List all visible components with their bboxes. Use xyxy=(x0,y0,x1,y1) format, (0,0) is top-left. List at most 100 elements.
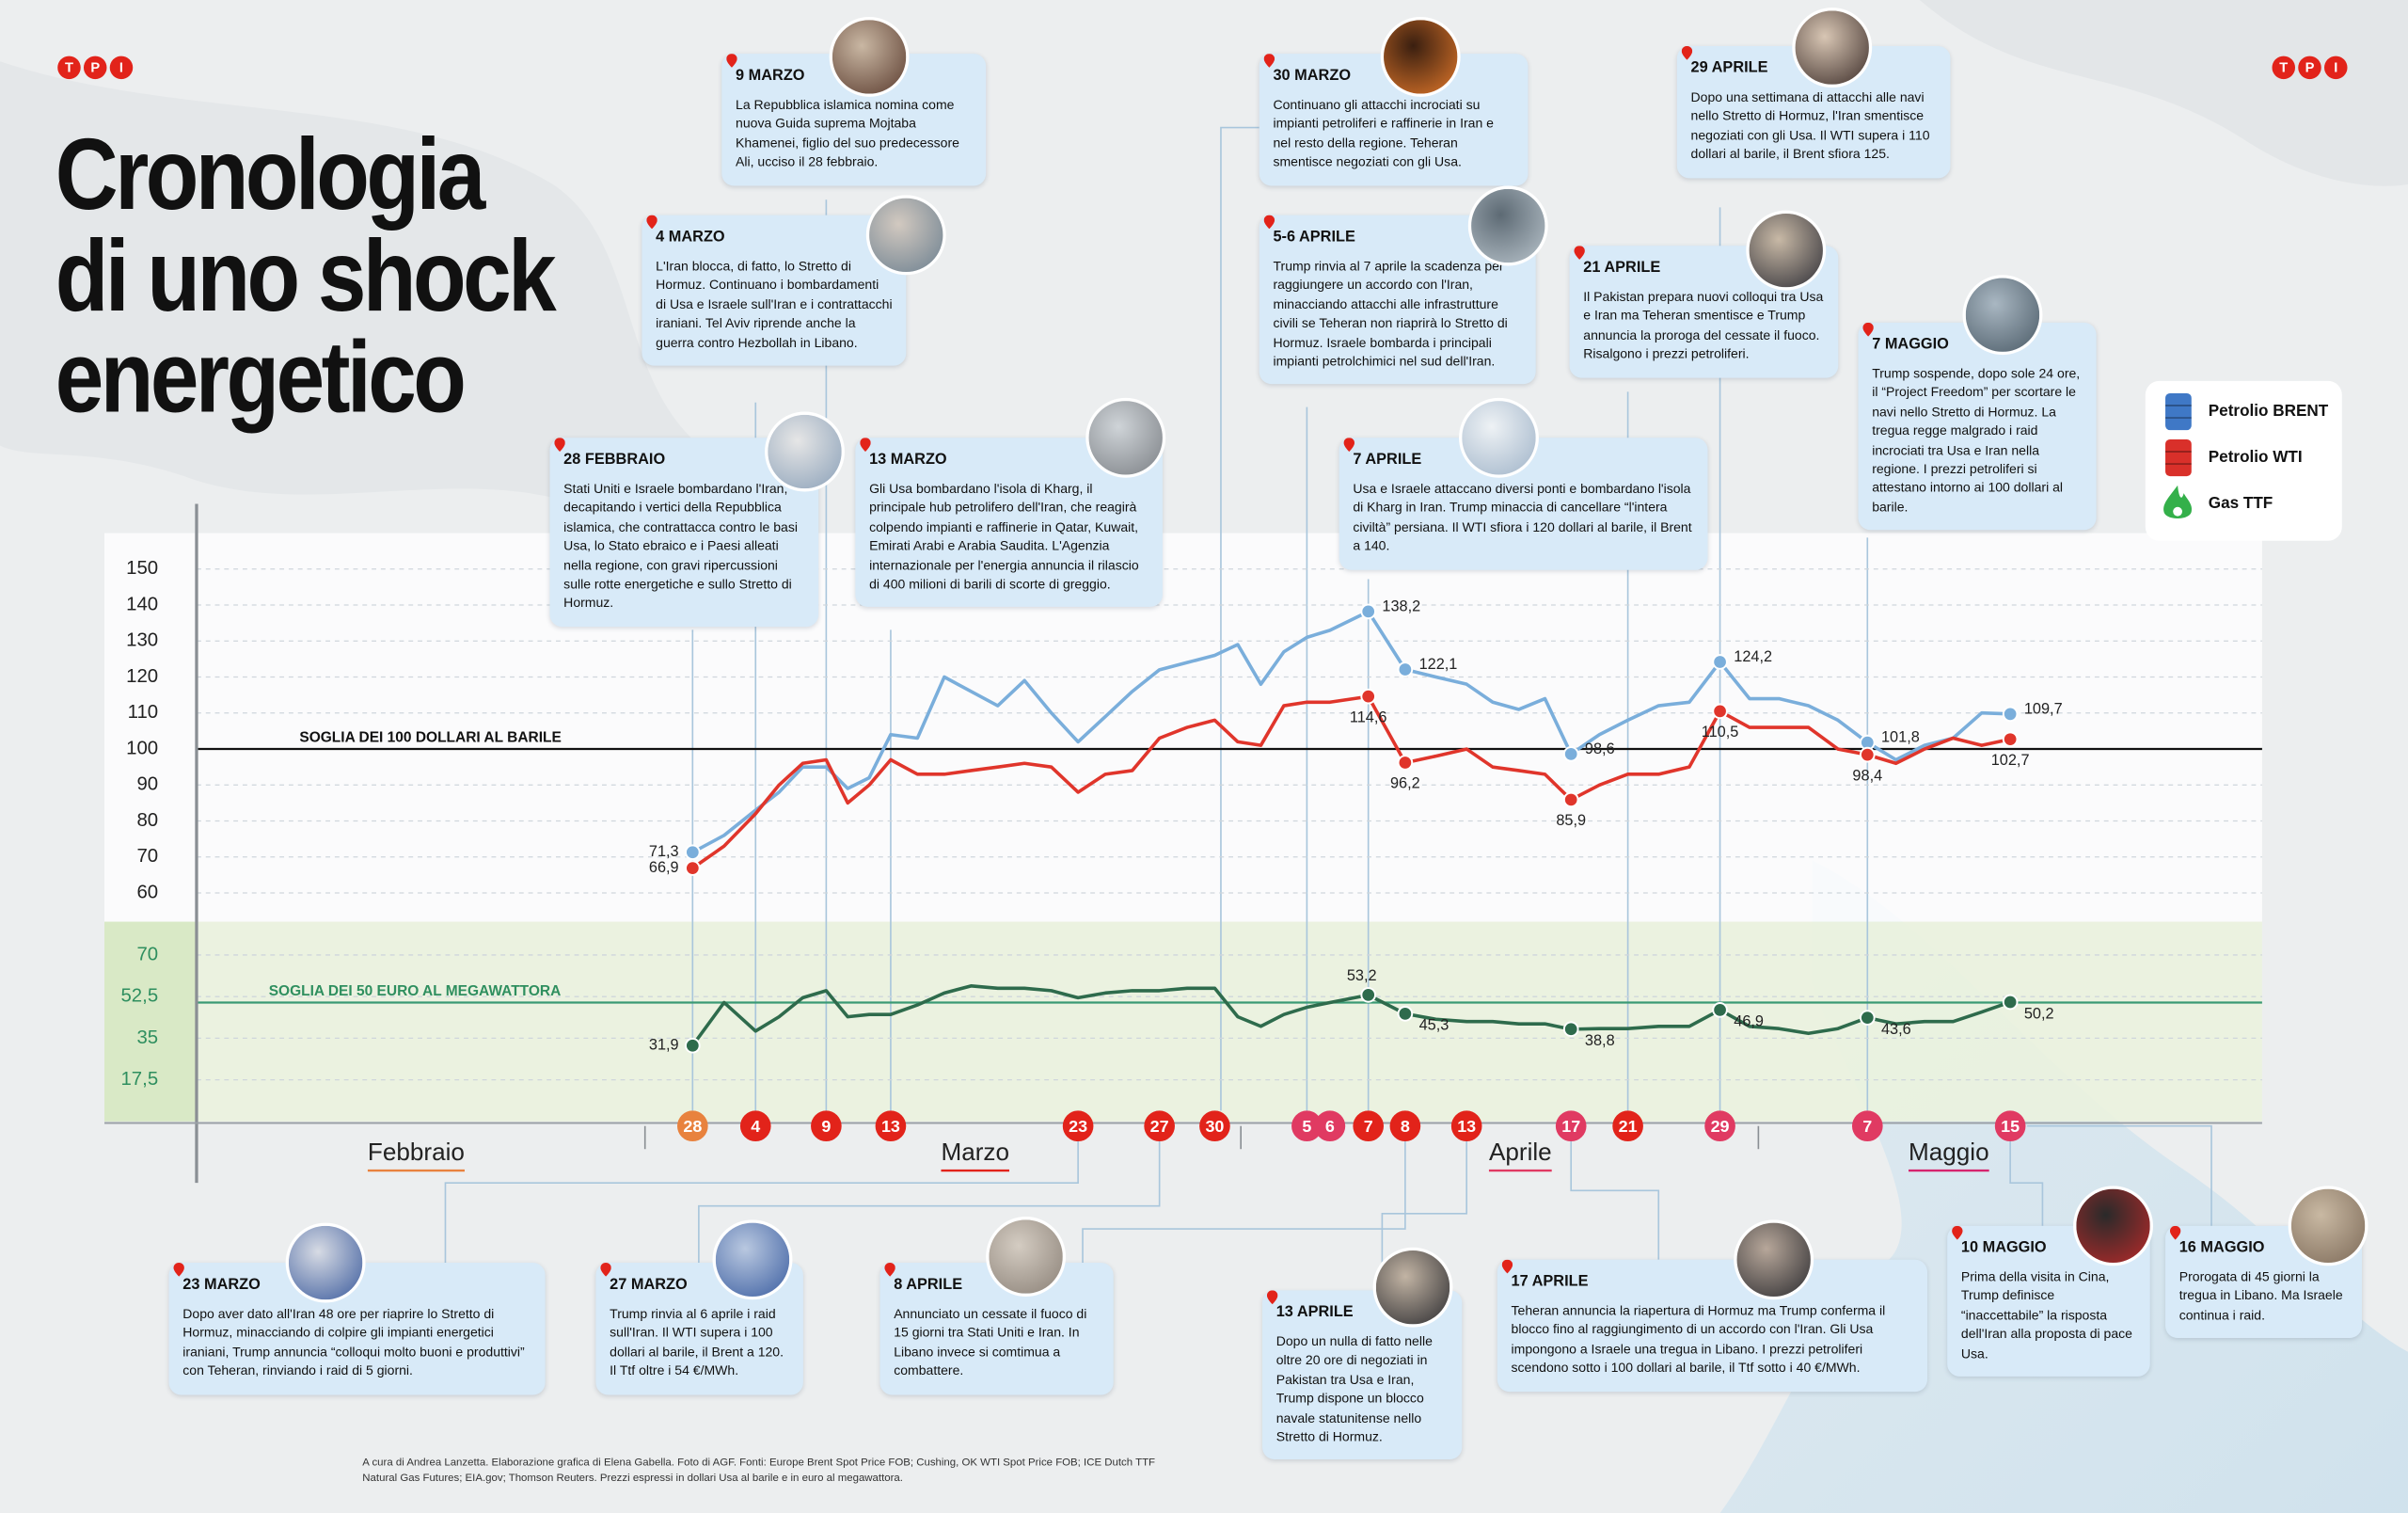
value-label: 110,5 xyxy=(1702,724,1739,741)
value-label: 98,6 xyxy=(1585,741,1615,757)
event-card: 17 APRILE Teheran annuncia la riapertura … xyxy=(1497,1259,1927,1392)
photo xyxy=(1746,210,1827,291)
photo xyxy=(1734,1219,1814,1300)
map-land xyxy=(1919,0,2408,186)
title-line: Cronologia xyxy=(55,117,485,231)
pin-shape xyxy=(173,1263,184,1277)
pin-shape xyxy=(1952,1225,1963,1240)
y-tick-label: 90 xyxy=(136,774,158,795)
pin-icon xyxy=(1952,1225,1963,1240)
credits: A cura di Andrea Lanzetta. Elaborazione … xyxy=(362,1457,1156,1485)
event-text: Prima della visita in Cina, Trump defini… xyxy=(1960,1268,2132,1361)
event-date: 8 APRILE xyxy=(884,1263,1100,1294)
value-label: 46,9 xyxy=(1734,1013,1764,1030)
event-date-text: 7 APRILE xyxy=(1353,451,1422,469)
photo xyxy=(1792,8,1873,88)
day-marker xyxy=(1450,1110,1482,1142)
event-text: Dopo un nulla di fatto nelle oltre 20 or… xyxy=(1275,1333,1433,1444)
y-tick-label: 130 xyxy=(126,630,158,651)
threshold-label: SOGLIA DEI 100 DOLLARI AL BARILE xyxy=(299,730,561,746)
event-date-text: 13 APRILE xyxy=(1275,1304,1354,1322)
x-tick-label: 7 xyxy=(1364,1117,1373,1136)
event-date-text: 17 APRILE xyxy=(1511,1273,1589,1291)
event-date: 16 MAGGIO xyxy=(2169,1225,2349,1257)
x-tick-label: 13 xyxy=(1457,1117,1476,1136)
photo xyxy=(1459,397,1539,478)
value-label: 43,6 xyxy=(1881,1021,1911,1038)
event-card: 13 APRILE Dopo un nulla di fatto nelle ol… xyxy=(1262,1290,1463,1460)
event-text: L'Iran blocca, di fatto, lo Stretto di H… xyxy=(656,258,893,350)
pin-icon xyxy=(1343,438,1354,452)
month-label: Maggio xyxy=(1909,1138,1989,1166)
pin-shape xyxy=(860,438,871,452)
event-date: 7 APRILE xyxy=(1343,438,1693,469)
event-date-text: 4 MARZO xyxy=(656,229,725,247)
event-date-text: 30 MARZO xyxy=(1273,67,1352,85)
value-label: 138,2 xyxy=(1382,597,1420,614)
event-date-text: 28 FEBBRAIO xyxy=(563,451,666,469)
event-date: 5-6 APRILE xyxy=(1263,215,1521,246)
day-marker xyxy=(1389,1110,1421,1142)
y-tick-label: 140 xyxy=(126,594,158,614)
x-tick-label: 29 xyxy=(1711,1117,1730,1136)
series-line xyxy=(691,610,2011,854)
value-label: 101,8 xyxy=(1881,729,1920,746)
event-date: 29 APRILE xyxy=(1681,45,1937,77)
event-date: 17 APRILE xyxy=(1501,1259,1914,1291)
event-text: La Repubblica islamica nomina come nuova… xyxy=(736,96,959,169)
event-date: 23 MARZO xyxy=(173,1263,531,1294)
event-text: Stati Uniti e Israele bombardano l'Iran,… xyxy=(563,481,798,611)
data-point xyxy=(1712,703,1728,720)
event-card: 4 MARZO L'Iran blocca, di fatto, lo Stret… xyxy=(642,215,907,366)
event-date: 27 MARZO xyxy=(600,1263,789,1294)
photo xyxy=(1372,1247,1453,1328)
pin-shape xyxy=(726,54,737,68)
event-date-text: 8 APRILE xyxy=(894,1276,963,1294)
value-label: 66,9 xyxy=(649,859,679,876)
pin-shape xyxy=(1266,1290,1278,1305)
title-line: di uno shock xyxy=(55,217,557,332)
photo xyxy=(712,1219,793,1300)
x-tick-label: 17 xyxy=(1561,1117,1580,1136)
event-card: 5-6 APRILE Trump rinvia al 7 aprile la sc… xyxy=(1259,215,1536,385)
event-date-text: 29 APRILE xyxy=(1690,59,1768,77)
event-text: Trump rinvia al 7 aprile la scadenza per… xyxy=(1273,258,1508,369)
day-marker xyxy=(1994,1110,2026,1142)
pin-icon xyxy=(646,215,657,230)
pin-shape xyxy=(600,1263,611,1277)
day-marker xyxy=(1612,1110,1643,1142)
series-line xyxy=(691,694,2011,870)
data-point xyxy=(1397,661,1414,677)
day-marker xyxy=(1704,1110,1735,1142)
pin-shape xyxy=(1263,54,1275,68)
legend-icon xyxy=(2173,506,2182,517)
event-date: 13 MARZO xyxy=(860,438,1149,469)
x-tick-label: 27 xyxy=(1150,1117,1169,1136)
data-point xyxy=(684,844,701,861)
pin-icon xyxy=(1681,45,1693,60)
event-text: Trump sospende, dopo sole 24 ore, il “Pr… xyxy=(1872,365,2081,515)
x-tick-label: 9 xyxy=(821,1117,831,1136)
x-tick-label: 13 xyxy=(881,1117,900,1136)
legend-icon xyxy=(2163,485,2193,519)
value-label: 38,8 xyxy=(1585,1032,1615,1049)
connector xyxy=(2009,1141,2044,1226)
y-tick-label: 52,5 xyxy=(120,986,158,1007)
value-label: 124,2 xyxy=(1734,648,1772,665)
value-label: 114,6 xyxy=(1350,709,1387,725)
pin-shape xyxy=(1681,45,1693,60)
data-point xyxy=(1562,746,1579,762)
event-date: 28 FEBBRAIO xyxy=(554,438,804,469)
day-marker xyxy=(1291,1110,1323,1142)
x-tick-label: 30 xyxy=(1205,1117,1224,1136)
data-point xyxy=(1859,746,1876,763)
pin-icon xyxy=(884,1263,895,1277)
legend-label: Petrolio BRENT xyxy=(2209,401,2329,420)
event-text: Trump rinvia al 6 aprile i raid sull'Ira… xyxy=(610,1305,784,1378)
value-label: 109,7 xyxy=(2024,700,2063,717)
month-label: Aprile xyxy=(1489,1138,1552,1166)
series-line xyxy=(690,984,2011,1047)
event-date-text: 9 MARZO xyxy=(736,67,805,85)
